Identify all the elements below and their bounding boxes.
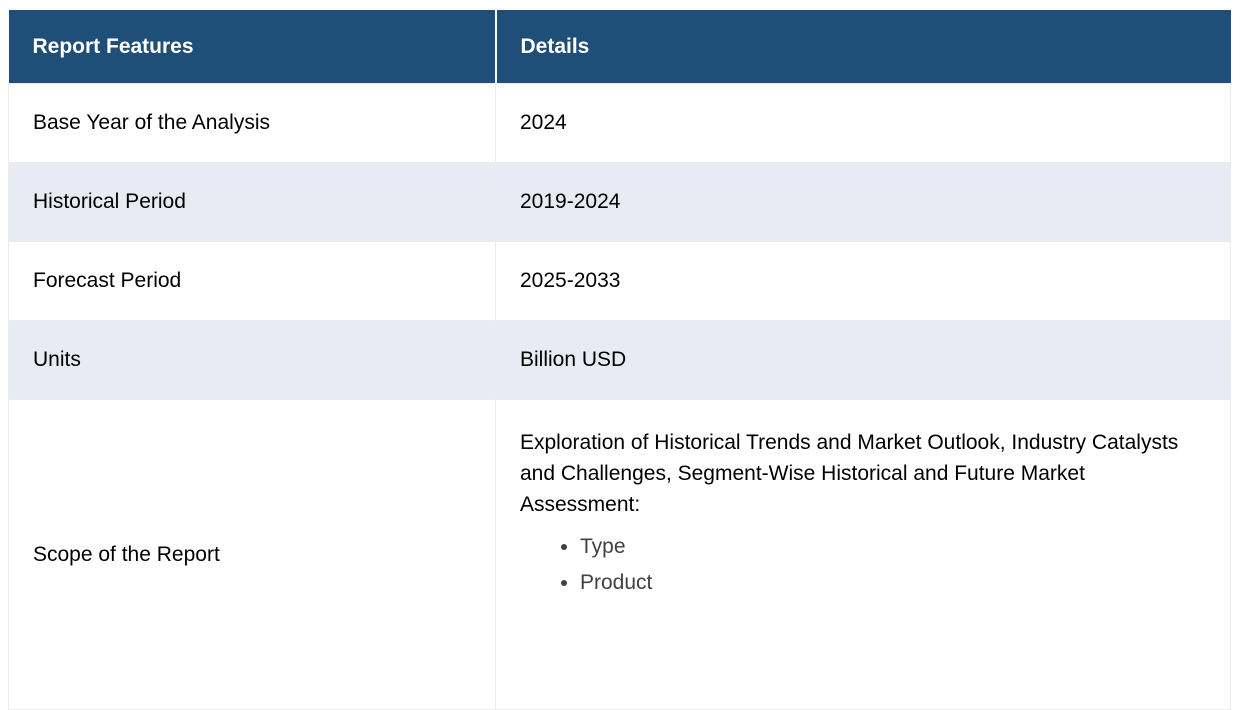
list-item: Product bbox=[580, 565, 1204, 601]
feature-cell-forecast-period: Forecast Period bbox=[8, 241, 496, 321]
scope-bullet-list: Type Product bbox=[520, 529, 1204, 601]
detail-cell-forecast-period: 2025-2033 bbox=[495, 241, 1231, 321]
detail-cell-scope: Exploration of Historical Trends and Mar… bbox=[495, 399, 1231, 710]
column-header-report-features: Report Features bbox=[8, 10, 496, 84]
table-row: Forecast Period 2025-2033 bbox=[8, 241, 1231, 321]
table-row: Base Year of the Analysis 2024 bbox=[8, 83, 1231, 163]
feature-cell-base-year: Base Year of the Analysis bbox=[8, 83, 496, 163]
feature-cell-historical-period: Historical Period bbox=[8, 162, 496, 242]
detail-cell-units: Billion USD bbox=[495, 320, 1231, 400]
detail-cell-base-year: 2024 bbox=[495, 83, 1231, 163]
table-header-row: Report Features Details bbox=[8, 10, 1231, 84]
feature-cell-units: Units bbox=[8, 320, 496, 400]
feature-cell-scope: Scope of the Report bbox=[8, 399, 496, 710]
report-features-table: Report Features Details Base Year of the… bbox=[8, 10, 1231, 710]
list-item: Type bbox=[580, 529, 1204, 565]
table-row: Historical Period 2019-2024 bbox=[8, 162, 1231, 242]
table-row: Units Billion USD bbox=[8, 320, 1231, 400]
table-row: Scope of the Report Exploration of Histo… bbox=[8, 399, 1231, 710]
column-header-details: Details bbox=[494, 10, 1231, 84]
detail-cell-historical-period: 2019-2024 bbox=[495, 162, 1231, 242]
scope-description: Exploration of Historical Trends and Mar… bbox=[520, 431, 1179, 516]
report-summary-section: Report Features Details Base Year of the… bbox=[8, 10, 1231, 710]
